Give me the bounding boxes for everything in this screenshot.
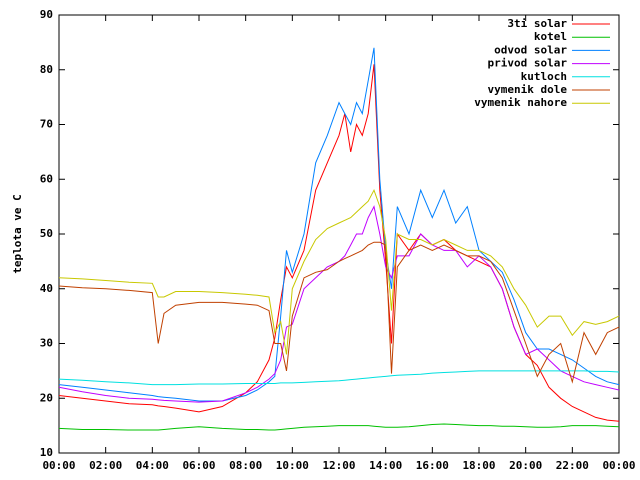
series-line <box>58 188 620 355</box>
x-tick-label: 06:00 <box>182 459 215 472</box>
y-tick-label: 10 <box>40 446 53 459</box>
legend-label: 3ti solar <box>507 17 567 30</box>
legend-label: kutloch <box>521 70 567 83</box>
x-tick-label: 04:00 <box>136 459 169 472</box>
x-tick-label: 00:00 <box>42 459 75 472</box>
y-tick-label: 50 <box>40 227 53 240</box>
legend-label: privod solar <box>488 57 568 70</box>
series-line <box>58 64 620 422</box>
y-tick-label: 40 <box>40 282 53 295</box>
x-tick-label: 10:00 <box>276 459 309 472</box>
legend-label: vymenik nahore <box>474 96 567 109</box>
series-line <box>58 47 620 402</box>
x-tick-label: 22:00 <box>556 459 589 472</box>
x-tick-label: 12:00 <box>322 459 355 472</box>
x-tick-label: 18:00 <box>462 459 495 472</box>
series-line <box>58 423 620 431</box>
y-tick-label: 80 <box>40 63 53 76</box>
series-line <box>58 205 620 403</box>
y-axis-label: teplota ve C <box>11 194 24 273</box>
series-line <box>58 370 620 386</box>
x-tick-label: 08:00 <box>229 459 262 472</box>
x-tick-label: 00:00 <box>602 459 635 472</box>
x-tick-label: 16:00 <box>416 459 449 472</box>
x-tick-label: 02:00 <box>89 459 122 472</box>
x-tick-label: 14:00 <box>369 459 402 472</box>
legend-label: vymenik dole <box>488 83 568 96</box>
legend-label: kotel <box>534 30 567 43</box>
y-tick-label: 60 <box>40 172 53 185</box>
series-line <box>58 241 620 384</box>
y-tick-label: 70 <box>40 118 53 131</box>
legend-label: odvod solar <box>494 43 567 56</box>
y-tick-label: 90 <box>40 8 53 21</box>
y-tick-label: 30 <box>40 337 53 350</box>
x-tick-label: 20:00 <box>509 459 542 472</box>
y-tick-label: 20 <box>40 391 53 404</box>
